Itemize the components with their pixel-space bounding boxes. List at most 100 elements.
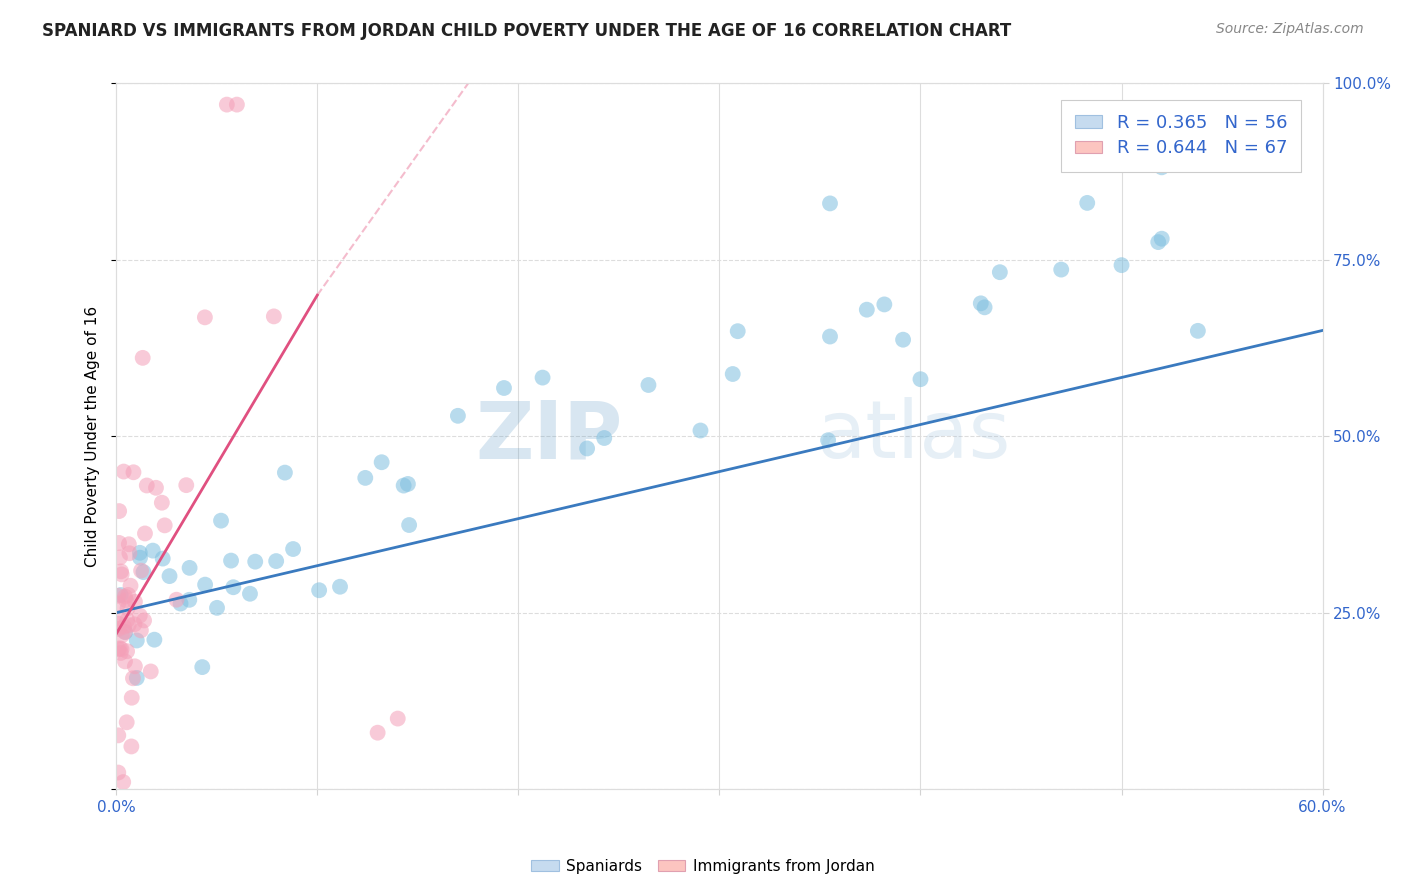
Point [1111, 258, 1133, 272]
Point [387, 712, 409, 726]
Point [110, 565, 132, 579]
Y-axis label: Child Poverty Under the Age of 16: Child Poverty Under the Age of 16 [86, 306, 100, 566]
Point [134, 526, 156, 541]
Point [817, 434, 839, 448]
Point [179, 561, 201, 575]
Point [531, 370, 554, 384]
Point [973, 301, 995, 315]
Point [179, 592, 201, 607]
Point [128, 608, 150, 623]
Point [108, 504, 131, 518]
Point [107, 611, 129, 625]
Point [108, 641, 131, 656]
Point [115, 644, 138, 658]
Point [132, 565, 155, 579]
Point [367, 725, 389, 739]
Point [111, 567, 134, 582]
Point [988, 265, 1011, 279]
Point [112, 620, 135, 634]
Point [1150, 161, 1173, 175]
Point [219, 553, 242, 567]
Point [856, 302, 879, 317]
Point [115, 593, 138, 607]
Point [576, 442, 599, 456]
Point [396, 477, 419, 491]
Point [121, 690, 143, 705]
Point [225, 97, 247, 112]
Point [114, 654, 136, 668]
Point [593, 431, 616, 445]
Point [107, 616, 129, 631]
Point [873, 297, 896, 311]
Point [122, 465, 145, 479]
Point [1187, 324, 1209, 338]
Point [239, 587, 262, 601]
Point [1050, 262, 1073, 277]
Point [281, 542, 304, 557]
Point [128, 546, 150, 560]
Point [132, 614, 155, 628]
Point [891, 333, 914, 347]
Point [153, 518, 176, 533]
Point [143, 632, 166, 647]
Point [118, 618, 141, 632]
Point [392, 478, 415, 492]
Point [107, 765, 129, 780]
Point [209, 514, 232, 528]
Point [245, 555, 267, 569]
Point [166, 592, 188, 607]
Point [263, 310, 285, 324]
Point [169, 597, 191, 611]
Point [107, 597, 129, 611]
Point [117, 588, 139, 602]
Point [114, 590, 136, 604]
Point [118, 537, 141, 551]
Point [110, 646, 132, 660]
Point [354, 471, 377, 485]
Point [194, 577, 217, 591]
Point [215, 97, 238, 112]
Point [120, 579, 142, 593]
Point [124, 617, 146, 632]
Point [114, 625, 136, 640]
Point [492, 381, 515, 395]
Point [107, 642, 129, 657]
Legend: R = 0.365   N = 56, R = 0.644   N = 67: R = 0.365 N = 56, R = 0.644 N = 67 [1060, 100, 1302, 171]
Point [818, 196, 841, 211]
Point [125, 671, 148, 685]
Point [205, 600, 228, 615]
Point [222, 580, 245, 594]
Point [122, 671, 145, 685]
Point [689, 424, 711, 438]
Text: atlas: atlas [815, 397, 1011, 475]
Point [142, 543, 165, 558]
Point [264, 554, 287, 568]
Point [115, 715, 138, 730]
Point [145, 481, 167, 495]
Point [108, 536, 131, 550]
Point [1150, 232, 1173, 246]
Point [308, 583, 330, 598]
Point [115, 613, 138, 627]
Point [129, 550, 152, 565]
Point [910, 372, 932, 386]
Point [112, 775, 135, 789]
Point [129, 624, 152, 638]
Point [721, 367, 744, 381]
Text: SPANIARD VS IMMIGRANTS FROM JORDAN CHILD POVERTY UNDER THE AGE OF 16 CORRELATION: SPANIARD VS IMMIGRANTS FROM JORDAN CHILD… [42, 22, 1011, 40]
Point [970, 296, 993, 310]
Point [129, 564, 152, 578]
Point [727, 324, 749, 338]
Point [124, 595, 146, 609]
Point [1076, 195, 1098, 210]
Point [120, 739, 142, 754]
Point [1147, 235, 1170, 249]
Point [818, 329, 841, 343]
Text: Source: ZipAtlas.com: Source: ZipAtlas.com [1216, 22, 1364, 37]
Point [114, 624, 136, 639]
Point [135, 478, 157, 492]
Point [194, 310, 217, 325]
Point [274, 466, 297, 480]
Point [107, 728, 129, 742]
Point [112, 465, 135, 479]
